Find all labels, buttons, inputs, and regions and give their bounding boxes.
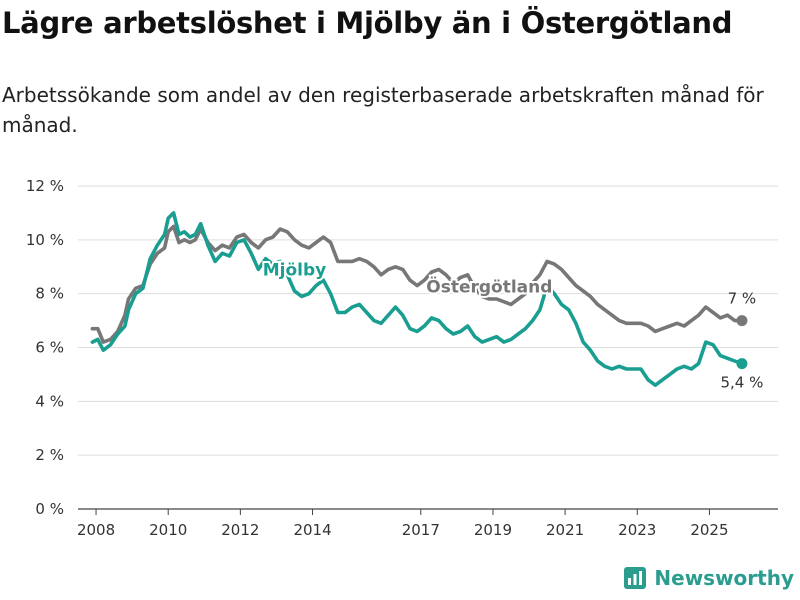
x-axis-ticks: 2008 2010 2012 2014 2017 2019 2021 2023 2025: [77, 509, 729, 539]
y-tick-label: 2 %: [35, 446, 64, 464]
line-chart: 0 % 2 % 4 % 6 % 8 % 10 % 12 % 2008 2010 2012 2014…: [26, 177, 778, 539]
end-point-ostergotland: [736, 315, 748, 327]
x-tick-label: 2008: [77, 521, 115, 539]
y-tick-label: 6 %: [35, 339, 64, 357]
series-line-ostergotland: [90, 224, 744, 344]
end-value-mjolby: 5,4 %: [720, 374, 763, 392]
y-tick-label: 10 %: [26, 231, 64, 249]
brand: Newsworthy: [624, 566, 794, 590]
end-value-ostergotland: 7 %: [728, 290, 757, 308]
series-label-mjolby: Mjölby: [263, 261, 327, 281]
end-point-mjolby: [736, 358, 748, 370]
y-axis-ticks: 0 % 2 % 4 % 6 % 8 % 10 % 12 %: [26, 177, 64, 518]
y-tick-label: 4 %: [35, 392, 64, 410]
grid-lines: [78, 185, 778, 510]
series-label-ostergotland: Östergötland: [426, 276, 552, 298]
x-tick-label: 2017: [402, 521, 440, 539]
series-labels: Östergötland Mjölby 7 % 5,4 %: [261, 259, 764, 392]
series-lines: [90, 211, 748, 387]
x-tick-label: 2023: [618, 521, 656, 539]
series-line-mjolby: [90, 211, 744, 387]
x-tick-label: 2019: [474, 521, 512, 539]
x-tick-label: 2010: [149, 521, 187, 539]
chart-subtitle: Arbetssökande som andel av den registerb…: [2, 83, 764, 137]
x-tick-label: 2025: [690, 521, 728, 539]
y-tick-label: 0 %: [35, 500, 64, 518]
x-tick-label: 2014: [293, 521, 331, 539]
x-tick-label: 2012: [221, 521, 259, 539]
chart-title: Lägre arbetslöshet i Mjölby än i Östergö…: [2, 6, 733, 40]
brand-name: Newsworthy: [654, 566, 794, 590]
y-tick-label: 12 %: [26, 177, 64, 195]
y-tick-label: 8 %: [35, 285, 64, 303]
x-tick-label: 2021: [546, 521, 584, 539]
newsworthy-logo-icon: [624, 567, 647, 589]
